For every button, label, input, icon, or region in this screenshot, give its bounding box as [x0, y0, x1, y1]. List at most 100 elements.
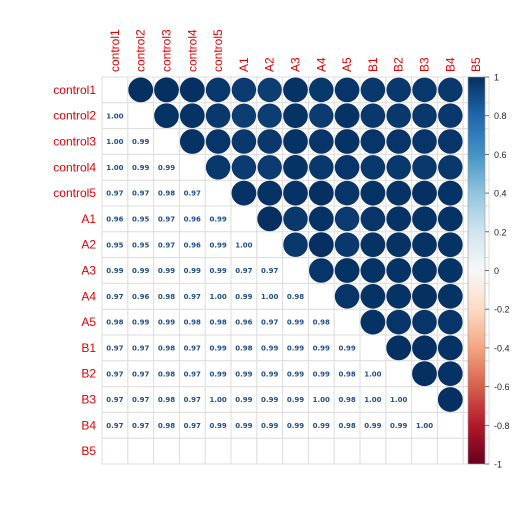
correlation-circle — [334, 155, 360, 180]
correlation-circle — [257, 155, 282, 180]
correlation-circle — [437, 361, 463, 387]
correlation-value: 0.98 — [338, 396, 355, 404]
correlation-circle — [283, 180, 308, 206]
column-label: B3 — [418, 57, 432, 72]
correlation-value: 1.00 — [313, 396, 330, 404]
correlation-circle — [309, 129, 334, 154]
correlation-circle — [360, 180, 386, 206]
column-label: A1 — [237, 57, 251, 72]
colorbar-tick-label: 0.4 — [494, 189, 507, 199]
correlation-value: 0.99 — [158, 267, 175, 275]
correlation-value: 0.98 — [158, 422, 175, 430]
column-label: B4 — [443, 57, 457, 72]
column-label: control4 — [185, 29, 199, 72]
correlation-value: 0.99 — [261, 396, 278, 404]
column-label: control1 — [108, 29, 122, 72]
correlation-circle — [334, 103, 360, 129]
correlation-circle — [179, 129, 205, 154]
column-label: A2 — [263, 57, 277, 72]
circle-layer — [128, 77, 463, 412]
correlation-circle — [412, 155, 437, 180]
correlation-value: 0.98 — [106, 319, 123, 327]
correlation-value: 1.00 — [106, 164, 123, 172]
correlation-circle — [437, 283, 463, 309]
correlation-value: 0.97 — [184, 190, 201, 198]
correlation-value: 0.99 — [209, 345, 226, 353]
column-label: A4 — [314, 57, 328, 72]
correlation-value: 0.97 — [158, 216, 175, 224]
correlation-value: 0.99 — [235, 396, 252, 404]
correlation-circle — [412, 283, 437, 309]
correlation-value: 0.99 — [184, 267, 201, 275]
correlation-value: 1.00 — [416, 422, 433, 430]
correlation-value: 0.96 — [106, 216, 123, 224]
colorbar-tick-label: -0.8 — [494, 421, 510, 431]
correlation-circle — [360, 258, 386, 283]
correlation-circle — [386, 232, 412, 258]
correlation-circle — [386, 258, 412, 283]
correlation-value: 0.96 — [184, 216, 201, 224]
correlation-circle — [308, 206, 334, 232]
row-label: A1 — [81, 212, 96, 226]
correlation-value: 0.98 — [338, 370, 355, 378]
correlation-value: 0.97 — [132, 345, 149, 353]
correlation-circle — [386, 129, 411, 154]
row-label: A2 — [81, 238, 96, 252]
column-label: control5 — [211, 29, 225, 72]
correlation-circle — [412, 258, 437, 283]
correlation-value: 0.99 — [209, 267, 226, 275]
correlation-value: 0.97 — [132, 370, 149, 378]
correlation-circle — [437, 258, 463, 283]
correlation-circle — [308, 180, 334, 206]
correlation-value: 0.97 — [106, 396, 123, 404]
correlation-circle — [437, 387, 463, 412]
correlation-value: 0.97 — [184, 396, 201, 404]
correlation-circle — [412, 309, 437, 335]
correlation-circle — [283, 77, 308, 103]
correlation-circle — [412, 206, 437, 232]
correlation-circle — [437, 335, 463, 361]
correlation-circle — [334, 232, 360, 257]
correlation-value: 0.99 — [209, 241, 226, 249]
correlation-circle — [412, 129, 437, 154]
colorbar: 1 0.8 0.6 0.4 0.2 0 -0.2 -0.4 -0.6 -0.8 -1 — [467, 73, 510, 470]
correlation-circle — [231, 180, 257, 206]
correlation-circle — [179, 103, 205, 129]
correlation-circle — [309, 77, 334, 103]
column-label: control2 — [134, 29, 148, 72]
correlation-circle — [412, 103, 437, 128]
correlation-circle — [257, 103, 282, 128]
correlation-circle — [386, 309, 411, 335]
correlation-value: 0.99 — [287, 422, 304, 430]
correlation-circle — [438, 77, 463, 103]
correlation-circle — [128, 77, 154, 103]
correlation-value: 0.97 — [106, 345, 123, 353]
correlation-value: 0.99 — [132, 138, 149, 146]
correlation-value: 0.99 — [313, 345, 330, 353]
correlation-value: 1.00 — [106, 138, 123, 146]
colorbar-tick-label: -0.2 — [494, 305, 510, 315]
correlation-circle — [257, 180, 283, 206]
correlation-value: 0.98 — [158, 345, 175, 353]
correlation-circle — [257, 129, 282, 154]
column-label: A5 — [340, 57, 354, 72]
correlation-circle — [231, 129, 257, 154]
colorbar-tick-label: -0.6 — [494, 382, 510, 392]
correlation-circle — [386, 335, 412, 361]
correlation-circle — [412, 180, 437, 206]
row-label-layer: control1 control2 control3 control4 control5… — [53, 83, 96, 458]
correlation-value: 1.00 — [261, 293, 278, 301]
correlation-circle — [437, 180, 463, 206]
correlation-value: 0.98 — [338, 422, 355, 430]
correlation-value: 1.00 — [235, 241, 252, 249]
correlation-circle — [334, 129, 360, 154]
correlation-circle — [231, 155, 257, 180]
correlation-circle — [360, 103, 386, 128]
correlation-value: 0.97 — [158, 241, 175, 249]
correlation-value: 0.99 — [287, 396, 304, 404]
correlation-circle — [438, 309, 463, 335]
correlation-value: 0.97 — [184, 370, 201, 378]
correlation-value: 0.97 — [184, 293, 201, 301]
colorbar-tick-label: 0.2 — [494, 227, 507, 237]
